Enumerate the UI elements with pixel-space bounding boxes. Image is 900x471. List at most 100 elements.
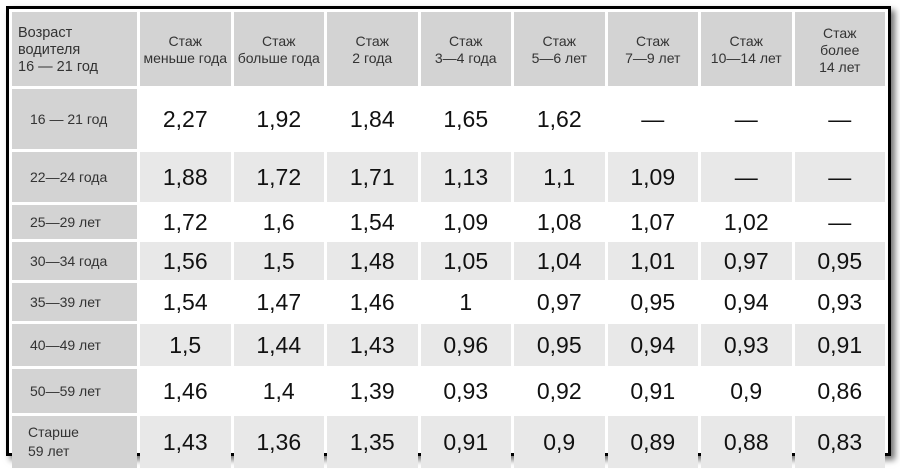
coefficient-cell: 1,02 xyxy=(701,205,792,239)
coefficient-cell: 1,13 xyxy=(420,152,511,202)
age-experience-coefficient-table: Возраст водителя 16 — 21 год Стаж меньше год… xyxy=(9,9,888,471)
cell-text-line: Стаж xyxy=(448,33,483,49)
coefficient-cell: 0,91 xyxy=(420,416,511,468)
cell-text-line: Стаж xyxy=(261,33,296,49)
coefficient-cell: 1,54 xyxy=(140,283,231,321)
cell-text-line: 30—34 года xyxy=(30,253,108,269)
experience-column-header: Стаж 5—6 лет xyxy=(514,12,605,86)
coefficient-cell: 1,72 xyxy=(140,205,231,239)
cell-text-line: 35—39 лет xyxy=(30,294,101,310)
table-row: Старше 59 лет 1,43 1,36 1,35 0,91 0,9 0,89 0,88 0… xyxy=(12,416,885,468)
experience-column-header: Стаж меньше года xyxy=(140,12,231,86)
coefficient-cell: 1,56 xyxy=(140,242,231,280)
cell-text-line: водителя xyxy=(18,41,81,58)
coefficient-cell: 1,05 xyxy=(420,242,511,280)
cell-text-line: 25—29 лет xyxy=(30,214,101,230)
cell-text-line: 16 — 21 год xyxy=(30,111,108,127)
experience-column-header: Стаж 3—4 года xyxy=(420,12,511,86)
coefficient-cell: — xyxy=(607,89,698,149)
coefficient-cell: 1,4 xyxy=(233,369,324,413)
coefficient-cell: 2,27 xyxy=(140,89,231,149)
cell-text-line: 10—14 лет xyxy=(710,50,782,66)
cell-text-line: более xyxy=(820,41,860,58)
age-group-label: 16 — 21 год xyxy=(12,89,137,149)
cell-text-line: Стаж xyxy=(168,33,203,49)
coefficient-cell: 0,89 xyxy=(607,416,698,468)
coefficient-cell: 0,9 xyxy=(701,369,792,413)
table-row: 16 — 21 год 2,27 1,92 1,84 1,65 1,62— — — xyxy=(12,89,885,149)
coefficient-cell: 0,86 xyxy=(794,369,885,413)
table-row: 35—39 лет 1,54 1,47 1,46 1 0,97 0,95 0,94 0,93 xyxy=(12,283,885,321)
coefficient-cell: 1,88 xyxy=(140,152,231,202)
experience-column-header: Стаж 7—9 лет xyxy=(607,12,698,86)
coefficient-cell: 0,94 xyxy=(701,283,792,321)
coefficient-cell: 1,92 xyxy=(233,89,324,149)
coefficient-cell: 1,65 xyxy=(420,89,511,149)
coefficient-cell: 1,01 xyxy=(607,242,698,280)
coefficient-cell: 1,09 xyxy=(607,152,698,202)
experience-column-header: Стаж больше года xyxy=(233,12,324,86)
cell-text-line: Старше xyxy=(28,424,79,440)
table-row: 22—24 года 1,88 1,72 1,71 1,13 1,1 1,09— — xyxy=(12,152,885,202)
age-group-label: 40—49 лет xyxy=(12,324,137,366)
coefficient-cell: 1,5 xyxy=(233,242,324,280)
table-header: Возраст водителя 16 — 21 год Стаж меньше год… xyxy=(12,12,885,86)
age-group-label: 35—39 лет xyxy=(12,283,137,321)
cell-text-line: Стаж xyxy=(355,33,390,49)
coefficient-cell: 0,92 xyxy=(514,369,605,413)
coefficient-cell: 0,95 xyxy=(794,242,885,280)
age-column-header: Возраст водителя 16 — 21 год xyxy=(12,12,137,86)
cell-text-line: 3—4 года xyxy=(434,50,497,66)
coefficient-cell: 0,95 xyxy=(607,283,698,321)
coefficient-cell: 1,48 xyxy=(327,242,418,280)
cell-text-line: 2 года xyxy=(352,50,393,66)
coefficient-cell: 1,04 xyxy=(514,242,605,280)
age-group-label: Старше 59 лет xyxy=(12,416,137,468)
coefficient-cell: 1,36 xyxy=(233,416,324,468)
coefficient-cell: 1,71 xyxy=(327,152,418,202)
coefficient-cell: — xyxy=(794,89,885,149)
coefficient-cell: 0,97 xyxy=(514,283,605,321)
age-group-label: 30—34 года xyxy=(12,242,137,280)
coefficient-cell: 0,94 xyxy=(607,324,698,366)
coefficient-cell: 0,83 xyxy=(794,416,885,468)
age-group-label: 25—29 лет xyxy=(12,205,137,239)
coefficient-cell: — xyxy=(794,152,885,202)
coefficient-cell: 0,96 xyxy=(420,324,511,366)
coefficient-cell: 1,6 xyxy=(233,205,324,239)
coefficient-cell: 1,46 xyxy=(140,369,231,413)
coefficient-cell: 1,62 xyxy=(514,89,605,149)
coefficient-cell: 0,93 xyxy=(420,369,511,413)
coefficient-cell: 0,97 xyxy=(701,242,792,280)
table-row: 50—59 лет 1,46 1,4 1,39 0,93 0,92 0,91 0,9 0,86 xyxy=(12,369,885,413)
cell-text-line: 50—59 лет xyxy=(30,383,101,399)
cell-text-line: Стаж xyxy=(635,33,670,49)
coefficient-cell: — xyxy=(701,152,792,202)
cell-text-line: Стаж xyxy=(542,33,577,49)
coefficient-cell: 1,44 xyxy=(233,324,324,366)
coefficient-cell: 1,54 xyxy=(327,205,418,239)
cell-text-line: 14 лет xyxy=(819,58,861,75)
coefficient-cell: — xyxy=(794,205,885,239)
cell-text-line: меньше года xyxy=(143,50,228,66)
cell-text-line: Стаж xyxy=(729,33,764,49)
coefficient-cell: 0,91 xyxy=(607,369,698,413)
coefficient-cell: 1,09 xyxy=(420,205,511,239)
coefficient-cell: 1,43 xyxy=(327,324,418,366)
coefficient-cell: 1 xyxy=(420,283,511,321)
coefficient-cell: 0,9 xyxy=(514,416,605,468)
cell-text-line: 16 — 21 год xyxy=(18,58,99,75)
coefficient-cell: 1,5 xyxy=(140,324,231,366)
coefficient-cell: 0,88 xyxy=(701,416,792,468)
cell-text-line: 22—24 года xyxy=(30,169,108,185)
cell-text-line: Стаж xyxy=(822,24,857,41)
cell-text-line: больше года xyxy=(237,50,320,66)
coefficient-cell: 1,35 xyxy=(327,416,418,468)
coefficient-cell: 1,72 xyxy=(233,152,324,202)
coefficient-cell: 1,43 xyxy=(140,416,231,468)
experience-column-header: Стаж 10—14 лет xyxy=(701,12,792,86)
table-body: 16 — 21 год 2,27 1,92 1,84 1,65 1,62— — —22—24 … xyxy=(12,89,885,468)
table-row: 40—49 лет 1,5 1,44 1,43 0,96 0,95 0,94 0,93 0,91 xyxy=(12,324,885,366)
coefficient-cell: 0,93 xyxy=(701,324,792,366)
coefficient-cell: 1,47 xyxy=(233,283,324,321)
